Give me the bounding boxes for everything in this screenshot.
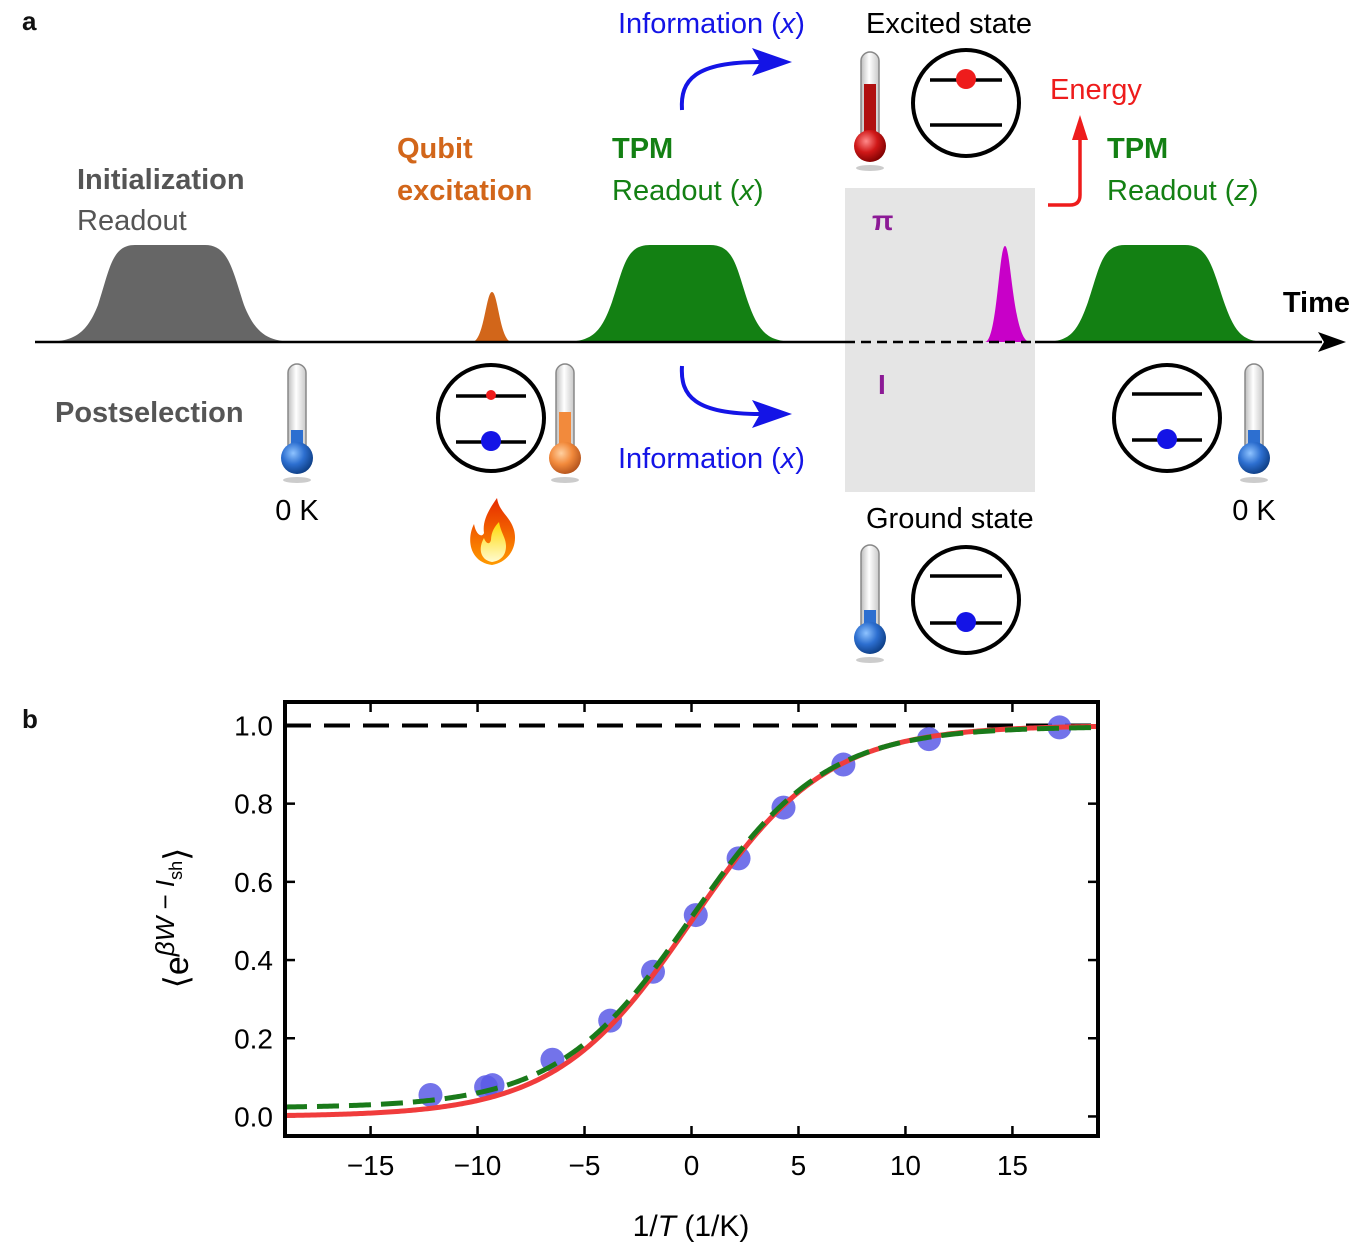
y-tick-label: 1.0	[234, 710, 273, 741]
panel-a-label: a	[22, 6, 37, 36]
ground-state-qubit-icon	[911, 545, 1021, 655]
x-tick-label: −15	[347, 1150, 395, 1181]
panel-b-label: b	[22, 704, 38, 734]
energy-arrowhead-icon	[1072, 115, 1088, 140]
final-ground-state-qubit-icon	[1112, 363, 1222, 473]
tpm-readout-x-pulse	[560, 245, 800, 342]
plot-frame	[283, 700, 1100, 1138]
ground-state-label: Ground state	[866, 503, 1034, 535]
y-tick-label: 0.6	[234, 867, 273, 898]
thermometer-hot-icon	[854, 51, 886, 171]
info-top-arrowhead-icon	[752, 48, 792, 76]
tpm2-subtitle: Readout (z)	[1107, 175, 1259, 207]
panel-a: a Time Initialization Readout Qubit exci…	[22, 6, 1350, 663]
thermometer-warm-icon	[549, 363, 581, 483]
qubit-excitation-line1: Qubit	[397, 133, 473, 165]
x-tick-label: 0	[684, 1150, 700, 1181]
x-tick-label: 10	[890, 1150, 921, 1181]
energy-label: Energy	[1050, 74, 1142, 106]
x-axis-label: 1/T (1/K)	[633, 1210, 750, 1243]
thermometer-cold-right-icon	[1238, 363, 1270, 483]
pi-label: π	[872, 205, 893, 236]
postselection-label: Postselection	[55, 397, 244, 429]
excited-state-label: Excited state	[866, 8, 1032, 40]
excited-state-qubit-icon	[911, 48, 1021, 158]
initialization-pulse	[40, 245, 300, 342]
tpm1-title: TPM	[612, 133, 673, 165]
time-arrowhead-icon	[1318, 332, 1346, 352]
mixed-state-qubit-icon	[436, 363, 546, 473]
energy-arrow-icon	[1048, 140, 1082, 207]
fit-curve-dashed	[285, 725, 1098, 1110]
identity-label: I	[878, 369, 886, 400]
tpm-readout-z-pulse	[1040, 245, 1270, 342]
initialization-title: Initialization	[77, 164, 245, 196]
pi-pulse	[985, 246, 1030, 342]
x-tick-label: 5	[791, 1150, 807, 1181]
panel-b: b −15 −10 −5 0 5 10 15 0.0 0.2 0.4 0.6 0.8 1.0 ⟨eβW …	[22, 700, 1100, 1243]
zero-k-left-label: 0 K	[275, 495, 319, 527]
y-axis-label: ⟨eβW − Ish⟩	[150, 848, 196, 989]
y-tick-label: 0.0	[234, 1101, 273, 1132]
thermometer-cold-left-icon	[281, 363, 313, 483]
information-bottom-label: Information (x)	[618, 443, 805, 475]
initialization-subtitle: Readout	[77, 205, 187, 237]
thermometer-cold-middle-icon	[854, 544, 886, 663]
info-bottom-arrowhead-icon	[752, 400, 792, 428]
qubit-excitation-pulse	[472, 292, 512, 342]
time-label: Time	[1283, 287, 1350, 319]
tpm2-title: TPM	[1107, 133, 1168, 165]
tpm1-subtitle: Readout (x)	[612, 175, 764, 207]
x-tick-label: −5	[569, 1150, 601, 1181]
info-bottom-arrow-icon	[679, 365, 761, 416]
x-tick-label: −10	[454, 1150, 502, 1181]
fit-curve-solid	[285, 723, 1098, 1118]
y-tick-label: 0.4	[234, 945, 273, 976]
y-tick-label: 0.2	[234, 1023, 273, 1054]
information-top-label: Information (x)	[618, 8, 805, 40]
zero-k-right-label: 0 K	[1232, 495, 1276, 527]
x-tick-label: 15	[997, 1150, 1028, 1181]
y-tick-label: 0.8	[234, 789, 273, 820]
qubit-excitation-line2: excitation	[397, 175, 532, 207]
flame-icon	[470, 498, 516, 565]
chart: −15 −10 −5 0 5 10 15 0.0 0.2 0.4 0.6 0.8 1.0	[234, 700, 1100, 1181]
info-top-arrow-icon	[679, 60, 761, 111]
